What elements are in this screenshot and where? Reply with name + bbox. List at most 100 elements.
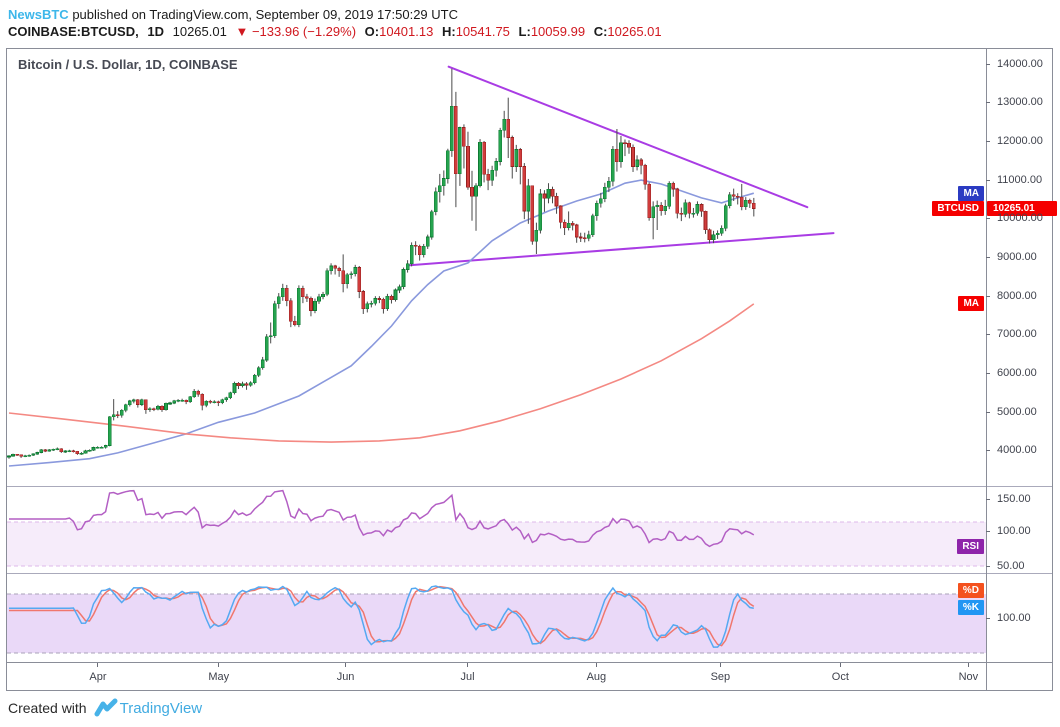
- candle-body: [83, 450, 88, 454]
- stoch-k-line[interactable]: [9, 585, 754, 648]
- price-change: ▼ −133.96 (−1.29%): [235, 24, 357, 39]
- candle-body: [136, 399, 140, 405]
- candle-body: [176, 399, 180, 402]
- rsi-band: [7, 522, 986, 567]
- candle-body: [442, 178, 446, 187]
- candle-body: [639, 159, 643, 166]
- price-axis-tick-label[interactable]: 13000.00: [997, 96, 1043, 109]
- candle-body: [160, 405, 164, 411]
- high-label: H:: [441, 24, 456, 39]
- candle-body: [687, 202, 692, 214]
- price-axis-tick-label[interactable]: 7000.00: [997, 328, 1037, 341]
- candle-body: [631, 146, 635, 167]
- rsi-axis-tick-label[interactable]: 50.00: [997, 560, 1025, 573]
- time-axis-tick: [467, 663, 468, 667]
- price-axis-tick-label[interactable]: 9000.00: [997, 250, 1037, 263]
- price-axis-tick: [986, 450, 990, 451]
- candle-body: [454, 105, 458, 175]
- time-axis-month-label[interactable]: Oct: [831, 671, 849, 683]
- price-axis-tick-label[interactable]: 8000.00: [997, 289, 1037, 302]
- price-axis-tick-label[interactable]: 6000.00: [997, 367, 1037, 380]
- candle-body: [562, 221, 567, 228]
- rsi-line[interactable]: [9, 489, 755, 548]
- time-axis-month-label[interactable]: Jun: [336, 671, 355, 683]
- candle-body: [75, 451, 80, 454]
- rsi-pane-canvas[interactable]: [7, 487, 986, 573]
- candle-body: [433, 191, 438, 213]
- symbol-name: COINBASE:BTCUSD,: [8, 24, 139, 39]
- candle-body: [522, 166, 527, 212]
- price-axis-tick: [986, 412, 990, 413]
- candle-body: [252, 374, 257, 384]
- footer: Created with TradingView: [8, 698, 202, 718]
- price-axis-tick-label[interactable]: 11000.00: [997, 173, 1043, 186]
- time-axis-month-label[interactable]: Sep: [710, 671, 731, 683]
- last-price: 10265.01: [172, 24, 227, 39]
- time-axis-month-label[interactable]: Jul: [460, 671, 475, 683]
- candle-body: [248, 382, 253, 386]
- candle-body: [731, 194, 736, 197]
- stoch-axis-tick-label[interactable]: 100.00: [997, 611, 1031, 624]
- tradingview-brand-link[interactable]: TradingView: [119, 699, 203, 717]
- price-axis-tick-label[interactable]: 10000.00: [997, 212, 1043, 225]
- time-axis-month-label[interactable]: May: [208, 671, 230, 683]
- high-value: 10541.75: [455, 24, 510, 39]
- candle-body: [19, 454, 23, 457]
- candle-body: [79, 452, 84, 455]
- price-pane-canvas[interactable]: [7, 49, 986, 486]
- created-with-text: Created with: [8, 700, 87, 716]
- rsi-axis-tick-label[interactable]: 150.00: [997, 493, 1031, 506]
- candle-body: [317, 296, 321, 302]
- price-axis-tick-label[interactable]: 4000.00: [997, 444, 1037, 457]
- candle-body: [707, 229, 712, 240]
- candle-body: [284, 288, 289, 302]
- candle-body: [586, 234, 591, 239]
- trendline-lower-support[interactable]: [408, 232, 835, 267]
- open-label: O:: [364, 24, 380, 39]
- candle-body: [119, 410, 124, 416]
- tradingview-logo-icon[interactable]: [94, 698, 118, 718]
- candle-body: [35, 452, 39, 455]
- pane-separator[interactable]: [7, 486, 1052, 487]
- ma-slow-line[interactable]: [8, 303, 755, 443]
- time-axis-month-label[interactable]: Nov: [958, 671, 979, 683]
- ma-fast-line[interactable]: [8, 179, 755, 467]
- candle-body: [397, 286, 402, 291]
- candle-body: [526, 185, 531, 212]
- candle-body: [542, 193, 547, 199]
- price-axis-tick-label[interactable]: 12000.00: [997, 134, 1043, 147]
- low-value: 10059.99: [530, 24, 586, 39]
- candle-body: [345, 274, 349, 285]
- candle-body: [603, 186, 607, 199]
- stoch-axis-tick: [986, 618, 990, 619]
- price-axis-tick-label[interactable]: 5000.00: [997, 405, 1037, 418]
- pane-separator[interactable]: [7, 573, 1052, 574]
- candle-body: [11, 454, 15, 457]
- price-axis-tick: [986, 102, 990, 103]
- candle-body: [506, 119, 511, 138]
- trendline-upper-resistance[interactable]: [447, 65, 809, 209]
- candle-body: [140, 399, 144, 405]
- rsi-badge: RSI: [957, 539, 984, 554]
- candle-body: [268, 335, 273, 338]
- time-axis-month-label[interactable]: Aug: [586, 671, 607, 683]
- candle-body: [518, 149, 523, 167]
- candle-body: [574, 224, 579, 238]
- candle-body: [373, 298, 378, 304]
- stoch-pane-canvas[interactable]: [7, 574, 986, 662]
- candle-body: [615, 148, 619, 163]
- rsi-axis-tick-label[interactable]: 100.00: [997, 524, 1031, 537]
- candle-body: [188, 396, 192, 403]
- candle-body: [325, 270, 329, 295]
- time-axis-tick: [720, 663, 721, 667]
- candle-body: [192, 391, 196, 398]
- candle-body: [148, 408, 152, 411]
- candle-body: [651, 206, 655, 218]
- price-axis-tick-label[interactable]: 14000.00: [997, 57, 1043, 70]
- candle-body: [200, 393, 205, 406]
- candle-body: [31, 453, 35, 456]
- stoch-d-badge: %D: [957, 583, 984, 598]
- candle-body: [87, 449, 92, 452]
- time-axis-month-label[interactable]: Apr: [89, 671, 107, 683]
- candle-body: [582, 237, 587, 240]
